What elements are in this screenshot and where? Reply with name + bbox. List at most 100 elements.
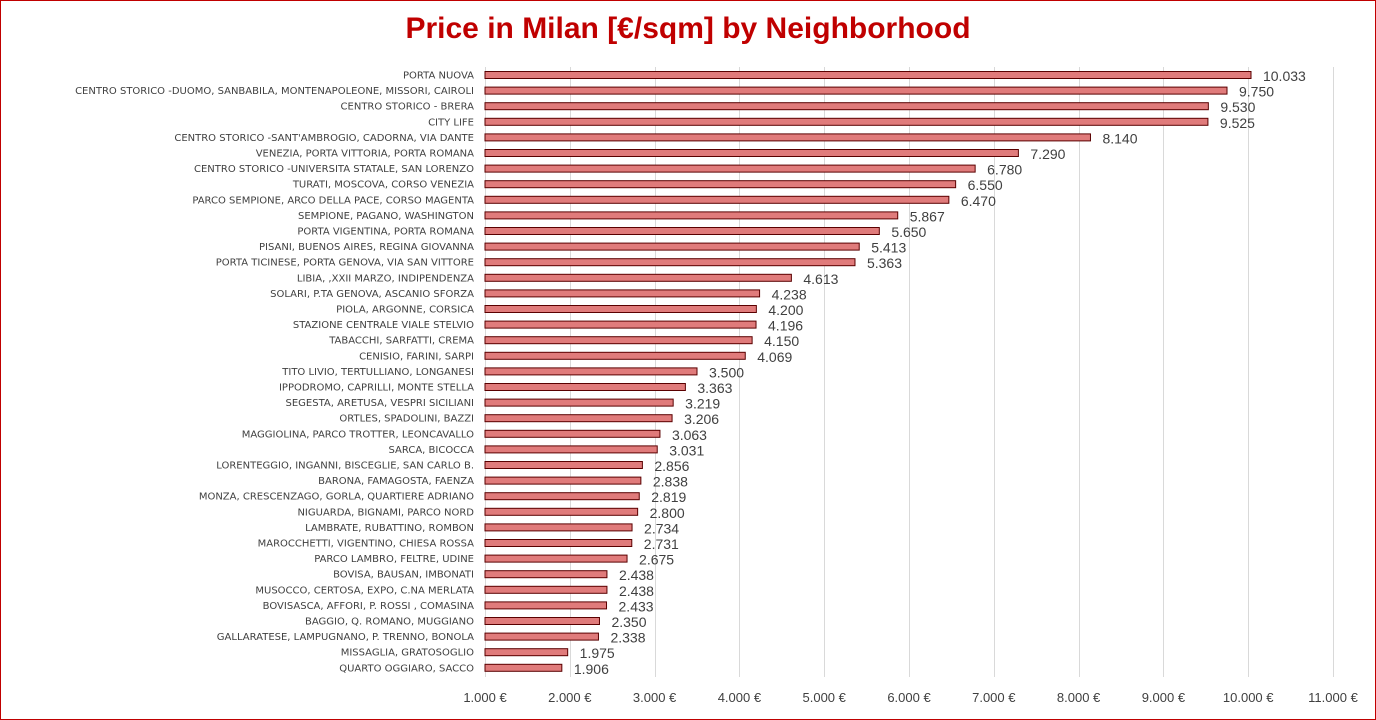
category-label: ORTLES, SPADOLINI, BAZZI <box>339 414 474 425</box>
data-label: 9.530 <box>1220 99 1255 115</box>
x-tick-label: 7.000 € <box>972 690 1016 705</box>
bar <box>484 648 569 657</box>
bar <box>484 227 880 235</box>
bar <box>484 273 792 282</box>
x-tick-label: 4.000 € <box>718 690 762 705</box>
data-label: 6.550 <box>968 177 1003 193</box>
category-label: SEGESTA, ARETUSA, VESPRI SICILIANI <box>285 398 474 409</box>
category-label: MUSOCCO, CERTOSA, EXPO, C.NA MERLATA <box>255 585 474 596</box>
category-label: SEMPIONE, PAGANO, WASHINGTON <box>298 211 474 222</box>
x-tick-label: 8.000 € <box>1057 690 1101 705</box>
category-label: MAGGIOLINA, PARCO TROTTER, LEONCAVALLO <box>242 429 474 440</box>
data-label: 3.206 <box>684 411 719 427</box>
category-labels: PORTA NUOVA CENTRO STORICO -DUOMO, SANBAB… <box>75 71 474 675</box>
data-label: 2.675 <box>639 552 674 568</box>
category-label: CITY LIFE <box>428 117 474 128</box>
category-label: LIBIA, ,XXII MARZO, INDIPENDENZA <box>297 273 474 284</box>
data-label: 5.867 <box>910 208 945 224</box>
data-label: 1.906 <box>574 661 609 677</box>
category-label: CENISIO, FARINI, SARPI <box>359 351 474 362</box>
category-label: PARCO SEMPIONE, ARCO DELLA PACE, CORSO M… <box>192 195 474 206</box>
category-label: MONZA, CRESCENZAGO, GORLA, QUARTIERE ADR… <box>199 492 474 503</box>
data-label: 2.856 <box>654 458 689 474</box>
data-label: 5.363 <box>867 255 902 271</box>
bar <box>484 429 661 438</box>
category-label: SARCA, BICOCCA <box>389 445 475 456</box>
bar <box>484 601 608 610</box>
bar <box>484 570 608 579</box>
bar <box>484 102 1209 111</box>
category-label: CENTRO STORICO -SANT'AMBROGIO, CADORNA, … <box>174 133 474 144</box>
bar <box>484 523 633 532</box>
data-label: 10.033 <box>1263 68 1306 84</box>
category-label: PIOLA, ARGONNE, CORSICA <box>336 305 474 316</box>
data-label: 1.975 <box>580 645 615 661</box>
bar <box>484 398 674 407</box>
category-label: PISANI, BUENOS AIRES, REGINA GIOVANNA <box>259 242 474 253</box>
x-tick-label: 10.000 € <box>1223 690 1274 705</box>
bar <box>484 632 599 641</box>
bar <box>484 414 673 423</box>
category-label: TITO LIVIO, TERTULLIANO, LONGANESI <box>281 367 474 378</box>
x-tick-label: 5.000 € <box>803 690 847 705</box>
x-axis-tick-labels: 1.000 € 2.000 € 3.000 € 4.000 € 5.000 € 6.000… <box>463 690 1358 705</box>
x-tick-label: 9.000 € <box>1142 690 1186 705</box>
bar <box>484 289 761 298</box>
data-label: 6.780 <box>987 162 1022 178</box>
bar <box>484 320 757 329</box>
data-label: 3.063 <box>672 427 707 443</box>
data-label: 3.031 <box>669 442 704 458</box>
bar <box>484 180 957 189</box>
data-label: 8.140 <box>1102 130 1137 146</box>
data-label: 4.069 <box>757 349 792 365</box>
bar <box>484 445 658 454</box>
bar <box>484 133 1091 142</box>
category-label: CENTRO STORICO -DUOMO, SANBABILA, MONTEN… <box>75 86 474 97</box>
bar <box>484 539 633 547</box>
category-label: BAGGIO, Q. ROMANO, MUGGIANO <box>305 617 474 628</box>
bar <box>484 383 686 391</box>
data-label: 9.525 <box>1220 115 1255 131</box>
bar <box>484 86 1228 95</box>
category-label: STAZIONE CENTRALE VIALE STELVIO <box>293 320 474 331</box>
data-label: 5.650 <box>891 224 926 240</box>
data-label: 9.750 <box>1239 84 1274 100</box>
data-label: 3.363 <box>697 380 732 396</box>
bar <box>484 258 856 267</box>
bar <box>484 492 640 501</box>
data-label: 2.438 <box>619 583 654 599</box>
bar <box>484 617 600 625</box>
data-label: 5.413 <box>871 240 906 256</box>
bar <box>484 476 642 485</box>
category-label: BOVISA, BAUSAN, IMBONATI <box>333 570 474 581</box>
category-label: TABACCHI, SARFATTI, CREMA <box>328 336 474 347</box>
bar <box>484 164 976 173</box>
bar <box>484 149 1019 157</box>
bar <box>484 117 1209 126</box>
data-label: 2.350 <box>611 614 646 630</box>
data-label: 2.433 <box>619 598 654 614</box>
data-label: 4.613 <box>803 271 838 287</box>
bar <box>484 461 643 469</box>
category-label: VENEZIA, PORTA VITTORIA, PORTA ROMANA <box>256 149 474 160</box>
bars <box>484 71 1252 672</box>
category-label: SOLARI, P.TA GENOVA, ASCANIO SFORZA <box>270 289 474 300</box>
category-label: LAMBRATE, RUBATTINO, ROMBON <box>305 523 474 534</box>
bar <box>484 336 753 345</box>
category-label: BARONA, FAMAGOSTA, FAENZA <box>318 476 474 487</box>
bar <box>484 663 563 672</box>
bar <box>484 305 757 313</box>
category-label: NIGUARDA, BIGNAMI, PARCO NORD <box>297 507 474 518</box>
bar <box>484 367 698 376</box>
category-label: GALLARATESE, LAMPUGNANO, P. TRENNO, BONO… <box>217 632 474 643</box>
data-label: 4.238 <box>772 286 807 302</box>
category-label: PORTA VIGENTINA, PORTA ROMANA <box>297 227 474 238</box>
chart-title: Price in Milan [€/sqm] by Neighborhood <box>405 12 971 45</box>
x-tick-label: 6.000 € <box>887 690 931 705</box>
category-label: CENTRO STORICO - BRERA <box>341 102 475 113</box>
category-label: BOVISASCA, AFFORI, P. ROSSI , COMASINA <box>263 601 474 612</box>
data-label: 6.470 <box>961 193 996 209</box>
data-label: 4.150 <box>764 333 799 349</box>
x-tick-label: 11.000 € <box>1308 690 1358 705</box>
